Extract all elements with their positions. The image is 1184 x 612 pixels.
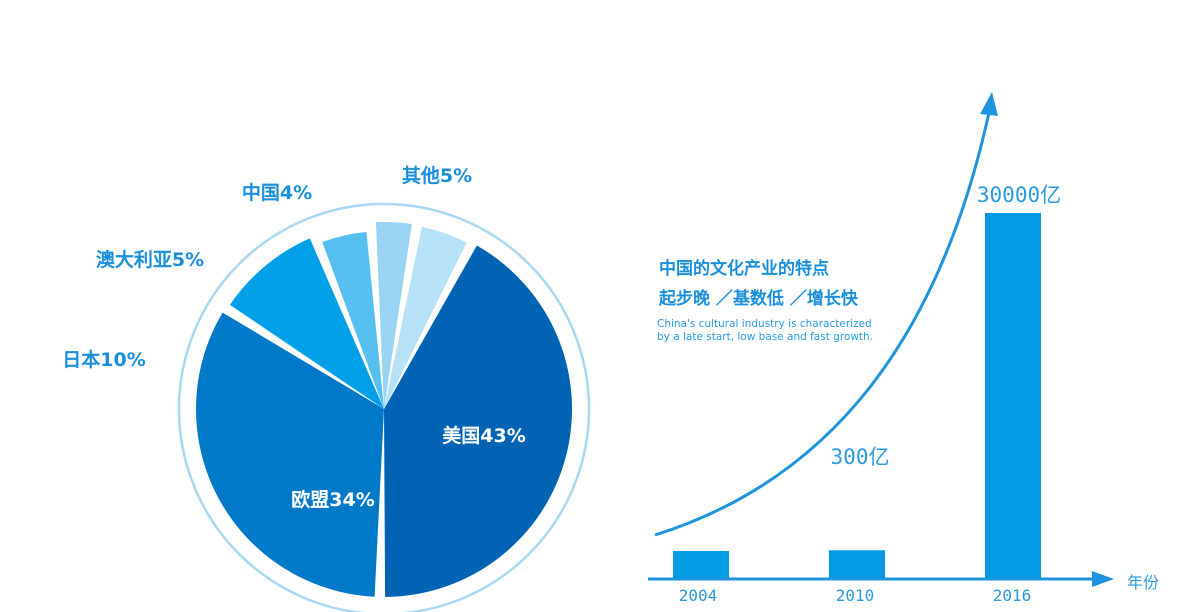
- pie-label-usa: 美国43%: [442, 424, 525, 447]
- pie-slice-other: [384, 226, 467, 409]
- annotation-subtitle: 起步晚 ／基数低 ／增长快: [658, 288, 859, 309]
- bar-2004: [673, 551, 729, 579]
- annotation-title: 中国的文化产业的特点: [659, 258, 829, 279]
- pie-label-japan: 日本10%: [62, 348, 145, 371]
- x-tick-2016: 2016: [993, 586, 1032, 605]
- pie-slice-australia: [322, 231, 384, 409]
- pie-slice-usa: [384, 245, 572, 597]
- pie-label-australia: 澳大利亚5%: [96, 248, 204, 271]
- bar-chart: 中国的文化产业的特点 起步晚 ／基数低 ／增长快 China's cultura…: [648, 92, 1159, 605]
- pie-slice-eu: [195, 312, 384, 597]
- x-tick-2010: 2010: [836, 586, 875, 605]
- pie-slice-japan: [229, 238, 384, 409]
- pie-outer-ring: [177, 202, 591, 612]
- x-axis-label: 年份: [1127, 573, 1159, 592]
- bar-2016: [985, 213, 1041, 579]
- pie-slices: [195, 221, 572, 597]
- bar-value-2010: 300亿: [831, 445, 890, 469]
- pie-label-eu: 欧盟34%: [291, 488, 374, 511]
- pie-label-china: 中国4%: [242, 181, 312, 204]
- x-axis-arrowhead: [1092, 571, 1114, 587]
- growth-curve-arrowhead: [980, 92, 998, 116]
- annotation-english-line-1: China's cultural industry is characteriz…: [657, 318, 872, 330]
- pie-slice-china: [375, 221, 412, 409]
- bar-value-2016: 30000亿: [977, 183, 1061, 207]
- annotation-english-line-2: by a late start, low base and fast growt…: [657, 331, 873, 343]
- bar-2010: [829, 550, 885, 579]
- pie-chart: 其他5% 中国4% 澳大利亚5% 日本10% 美国43% 欧盟34%: [62, 164, 591, 612]
- pie-label-other: 其他5%: [402, 164, 472, 187]
- growth-curve: [654, 107, 992, 537]
- x-tick-2004: 2004: [679, 586, 718, 605]
